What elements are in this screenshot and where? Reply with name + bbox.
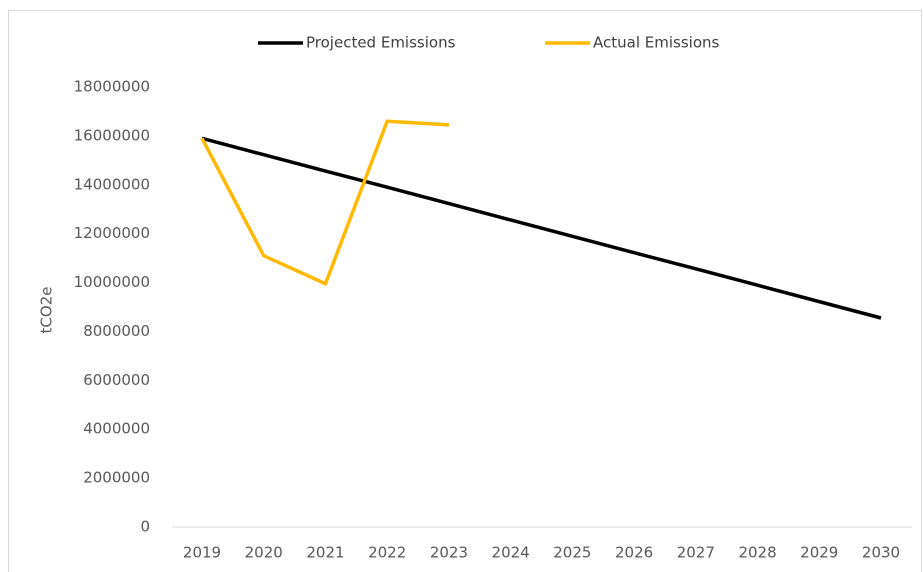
x-tick-label: 2024: [492, 544, 530, 562]
series-line: [200, 119, 450, 286]
y-tick-label: 2000000: [83, 469, 150, 487]
x-tick-label: 2022: [368, 544, 406, 562]
chart-frame: [8, 10, 922, 572]
x-tick-label: 2020: [245, 544, 283, 562]
y-tick-label: 14000000: [74, 175, 150, 193]
legend-label: Actual Emissions: [593, 34, 719, 52]
x-tick-label: 2021: [306, 544, 344, 562]
y-tick-label: 8000000: [83, 322, 150, 340]
x-tick-label: 2030: [862, 544, 900, 562]
y-tick-label: 16000000: [74, 126, 150, 144]
y-axis-label: tCO2e: [38, 287, 56, 334]
x-tick-label: 2026: [615, 544, 653, 562]
y-tick-label: 12000000: [74, 224, 150, 242]
x-tick-label: 2023: [430, 544, 468, 562]
y-tick-label: 18000000: [74, 78, 150, 96]
y-tick-label: 6000000: [83, 371, 150, 389]
x-tick-label: 2027: [677, 544, 715, 562]
x-tick-label: 2028: [738, 544, 776, 562]
y-tick-label: 0: [140, 518, 150, 536]
series-line: [201, 136, 882, 320]
legend-label: Projected Emissions: [306, 34, 456, 52]
x-tick-label: 2029: [800, 544, 838, 562]
x-tick-label: 2019: [183, 544, 221, 562]
y-tick-label: 10000000: [74, 273, 150, 291]
y-tick-label: 4000000: [83, 420, 150, 438]
x-tick-label: 2025: [553, 544, 591, 562]
